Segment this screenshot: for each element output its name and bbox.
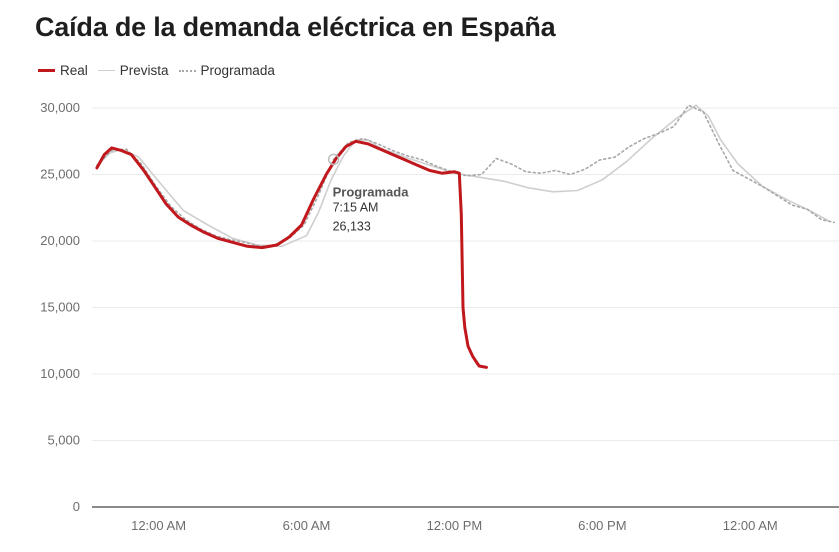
x-tick-label: 6:00 AM (283, 518, 331, 533)
legend-swatch-programada (178, 69, 196, 72)
tooltip-marker (327, 153, 340, 166)
y-tick-label: 5,000 (47, 433, 80, 448)
series-lines[interactable] (95, 104, 835, 369)
y-tick-label: 15,000 (40, 300, 80, 315)
x-axis-ticks: 12:00 AM 6:00 AM 12:00 PM 6:00 PM 12:00 AM (131, 518, 778, 533)
legend-item-programada[interactable]: Programada (178, 63, 275, 78)
legend-label-prevista: Prevista (119, 63, 169, 78)
x-tick-label: 6:00 PM (578, 518, 626, 533)
y-tick-label: 20,000 (40, 233, 80, 248)
y-tick-label: 25,000 (40, 167, 80, 182)
y-tick-label: 10,000 (40, 366, 80, 381)
y-tick-label: 30,000 (40, 100, 80, 115)
y-axis-ticks: 0 5,000 10,000 15,000 20,000 25,000 30,000 (40, 100, 80, 514)
legend: Real Prevista Programada (38, 63, 285, 78)
legend-swatch-real (38, 69, 55, 72)
tooltip-time: 7:15 AM (333, 200, 379, 214)
series-line-real[interactable] (95, 139, 488, 369)
tooltip-series-label: Programada (333, 184, 410, 199)
x-tick-label: 12:00 AM (131, 518, 186, 533)
legend-label-programada: Programada (200, 63, 275, 78)
chart-title: Caída de la demanda eléctrica en España (35, 12, 556, 42)
tooltip: Programada 7:15 AM 26,133 (327, 153, 410, 233)
series-line-prevista[interactable] (96, 104, 830, 248)
legend-item-prevista[interactable]: Prevista (97, 63, 169, 78)
series-line-programada[interactable] (96, 104, 835, 248)
legend-swatch-prevista (97, 70, 115, 71)
legend-label-real: Real (60, 63, 88, 78)
y-tick-label: 0 (73, 499, 80, 514)
x-tick-label: 12:00 PM (427, 518, 483, 533)
tooltip-value: 26,133 (333, 219, 371, 233)
x-tick-label: 12:00 AM (723, 518, 778, 533)
legend-item-real[interactable]: Real (38, 63, 88, 78)
